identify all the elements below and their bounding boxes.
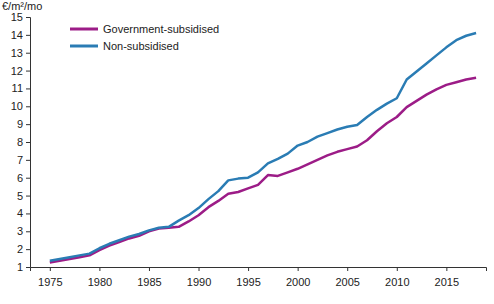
y-tick: 2	[17, 243, 30, 255]
plot: 1234567891011121314151975198019851990199…	[11, 11, 487, 288]
y-tick: 7	[17, 154, 30, 166]
x-tick-label: 1985	[137, 276, 161, 288]
y-tick-mark	[26, 88, 30, 89]
y-tick-label: 11	[12, 82, 23, 94]
y-tick-label: 10	[11, 100, 23, 112]
y-tick-label: 5	[17, 190, 23, 202]
y-tick-label: 12	[11, 65, 23, 77]
x-tick-mark	[199, 267, 200, 271]
legend: Government-subsidised Non-subsidised	[70, 23, 219, 52]
y-tick-label: 7	[17, 154, 23, 166]
x-axis: 1975 1980 1985 1990 1995 2000 2005 2010 2015	[31, 267, 487, 288]
y-tick: 6	[17, 172, 30, 184]
y-tick: 14	[11, 29, 30, 41]
x-tick: 2005	[335, 267, 359, 288]
legend-entry: Government-subsidised	[70, 23, 219, 35]
y-tick: 12	[11, 65, 30, 77]
legend-entry: Non-subsidised	[70, 40, 179, 52]
x-tick-mark	[99, 267, 100, 271]
y-tick-mark	[26, 267, 30, 268]
y-tick-label: 8	[17, 136, 23, 148]
y-tick-mark	[26, 17, 30, 18]
y-tick-label: 14	[11, 29, 23, 41]
y-tick: 9	[17, 118, 30, 130]
series-lines	[50, 33, 476, 262]
x-tick: 2010	[385, 267, 409, 288]
chart: 1234567891011121314151975198019851990199…	[0, 0, 494, 304]
y-axis-title: €/m²/mo	[2, 0, 42, 12]
y-tick-label: 1	[17, 261, 23, 273]
y-tick-mark	[26, 106, 30, 107]
legend-label: Government-subsidised	[103, 23, 219, 35]
x-tick: 1980	[88, 267, 112, 288]
y-axis: 123456789101112131415	[11, 11, 31, 273]
y-tick-mark	[26, 124, 30, 125]
x-tick-label: 1975	[38, 276, 62, 288]
y-axis-line	[26, 18, 31, 268]
y-tick-mark	[26, 142, 30, 143]
x-tick-mark	[248, 267, 249, 271]
y-tick: 3	[17, 225, 30, 237]
y-tick: 13	[11, 47, 30, 59]
x-tick-mark	[298, 267, 299, 271]
y-tick-mark	[26, 160, 30, 161]
series-line	[50, 78, 476, 263]
y-tick-label: 4	[17, 207, 23, 219]
series-line	[50, 33, 476, 261]
y-tick: 5	[17, 190, 30, 202]
y-tick-mark	[26, 71, 30, 72]
x-tick-mark	[149, 267, 150, 271]
y-tick-mark	[26, 178, 30, 179]
x-tick-label: 1980	[88, 276, 112, 288]
x-tick-mark	[50, 267, 51, 271]
y-tick-label: 6	[17, 172, 23, 184]
legend-swatch	[70, 28, 98, 31]
x-tick: 2000	[286, 267, 310, 288]
y-tick: 15	[11, 11, 30, 23]
y-tick-label: 3	[17, 225, 23, 237]
x-axis-line	[31, 268, 487, 272]
y-tick: 4	[17, 207, 30, 219]
x-tick-label: 2010	[385, 276, 409, 288]
legend-swatch	[70, 45, 98, 48]
x-tick: 1990	[187, 267, 211, 288]
x-tick: 1985	[137, 267, 161, 288]
x-tick: 1995	[236, 267, 260, 288]
x-tick-label: 2000	[286, 276, 310, 288]
x-tick: 1975	[38, 267, 62, 288]
x-tick-mark	[347, 267, 348, 271]
y-tick-label: 2	[17, 243, 23, 255]
y-tick-mark	[26, 249, 30, 250]
y-tick-mark	[26, 53, 30, 54]
y-tick-label: 9	[17, 118, 23, 130]
y-tick-label: 13	[11, 47, 23, 59]
x-tick-label: 1995	[236, 276, 260, 288]
x-tick-label: 2005	[335, 276, 359, 288]
y-tick-mark	[26, 196, 30, 197]
legend-label: Non-subsidised	[103, 40, 179, 52]
x-tick-label: 2015	[435, 276, 459, 288]
y-tick: 8	[17, 136, 30, 148]
y-tick-mark	[26, 231, 30, 232]
x-tick: 2015	[435, 267, 459, 288]
x-tick-mark	[446, 267, 447, 271]
y-tick-label: 15	[11, 11, 23, 23]
x-tick-label: 1990	[187, 276, 211, 288]
y-tick-mark	[26, 35, 30, 36]
x-tick-mark	[397, 267, 398, 271]
y-tick: 1	[17, 261, 30, 273]
y-tick: 10	[11, 100, 30, 112]
y-tick-mark	[26, 213, 30, 214]
y-tick: 11	[12, 82, 30, 94]
